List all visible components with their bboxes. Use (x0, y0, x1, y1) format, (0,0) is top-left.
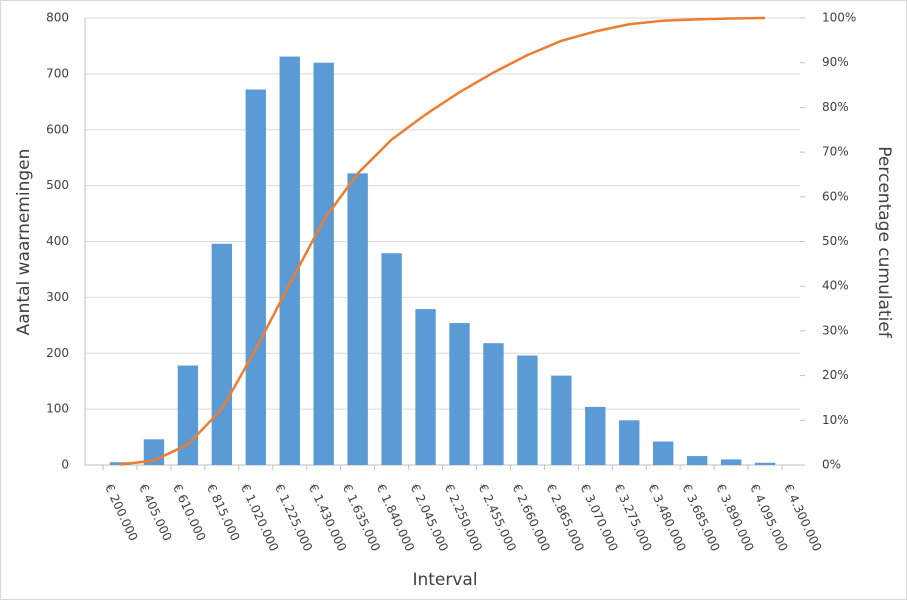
bar (279, 56, 300, 466)
y-tick-label: 600 (46, 122, 69, 136)
bar (720, 459, 742, 465)
y2-tick-label: 70% (822, 145, 849, 159)
y2-tick-label: 60% (822, 189, 849, 203)
bar (585, 406, 606, 465)
bar (551, 375, 572, 465)
y2-tick-label: 80% (822, 100, 849, 114)
bar (347, 173, 368, 465)
bar (653, 441, 674, 465)
bar (211, 243, 233, 465)
bar (177, 365, 199, 465)
bar (619, 420, 640, 465)
bar (415, 309, 436, 465)
y-tick-label: 700 (46, 66, 69, 80)
y2-axis-title: Percentage cumulatief (874, 146, 894, 338)
bar (245, 89, 266, 466)
y-tick-label: 400 (46, 234, 69, 248)
x-tick-label: € 200.000 (102, 482, 141, 543)
bar (381, 253, 402, 465)
y-axis-title: Aantal waarnemingen (14, 149, 34, 336)
y-tick-label: 300 (46, 290, 69, 304)
bar (449, 323, 470, 465)
y2-tick-label: 20% (822, 368, 849, 382)
x-axis-title: Interval (412, 570, 477, 590)
y-tick-label: 500 (46, 178, 69, 192)
y2-tick-label: 40% (822, 279, 849, 293)
y2-tick-label: 10% (822, 413, 849, 427)
bar (313, 62, 334, 465)
y2-tick-label: 30% (822, 323, 849, 337)
x-tick-label: € 405.000 (136, 482, 175, 543)
bar (754, 462, 776, 465)
y2-tick-label: 0% (822, 458, 841, 472)
y2-tick-label: 50% (822, 234, 849, 248)
y-tick-label: 0 (61, 458, 69, 472)
x-tick-label: € 815.000 (204, 482, 243, 543)
x-tick-label: € 610.000 (170, 482, 209, 543)
bar (483, 343, 504, 465)
bar (517, 355, 538, 465)
y-tick-label: 100 (46, 402, 69, 416)
y2-tick-label: 100% (822, 11, 856, 25)
y-tick-label: 800 (46, 11, 69, 25)
y-tick-label: 200 (46, 346, 69, 360)
bar (686, 456, 708, 465)
y2-tick-label: 90% (822, 55, 849, 69)
line-series (119, 16, 766, 466)
